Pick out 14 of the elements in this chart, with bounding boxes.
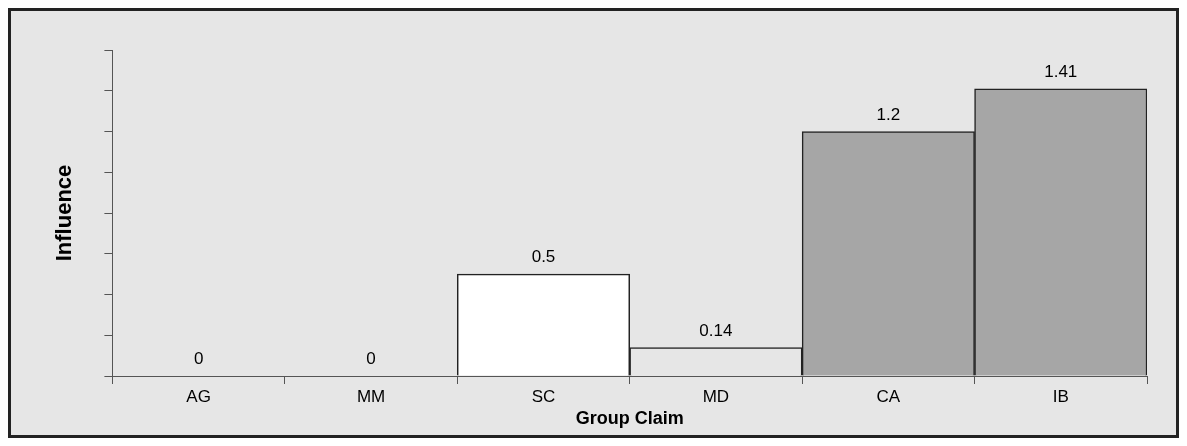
x-tick-label: IB [1052, 386, 1069, 406]
x-tick-label: MM [356, 386, 386, 406]
data-label: 0 [366, 349, 376, 369]
x-axis-title: Group Claim [575, 408, 684, 429]
data-label: 1.2 [876, 104, 901, 124]
data-label: 0.5 [531, 247, 556, 267]
x-tick-label: MD [702, 386, 730, 406]
y-axis-title: Influence [51, 164, 77, 262]
data-label: 0 [193, 349, 204, 369]
data-label: 1.41 [1044, 61, 1078, 81]
x-tick-label: CA [876, 386, 901, 406]
x-tick-label: SC [531, 386, 556, 406]
data-label: 0.14 [699, 320, 733, 340]
x-tick-label: AG [186, 386, 211, 406]
